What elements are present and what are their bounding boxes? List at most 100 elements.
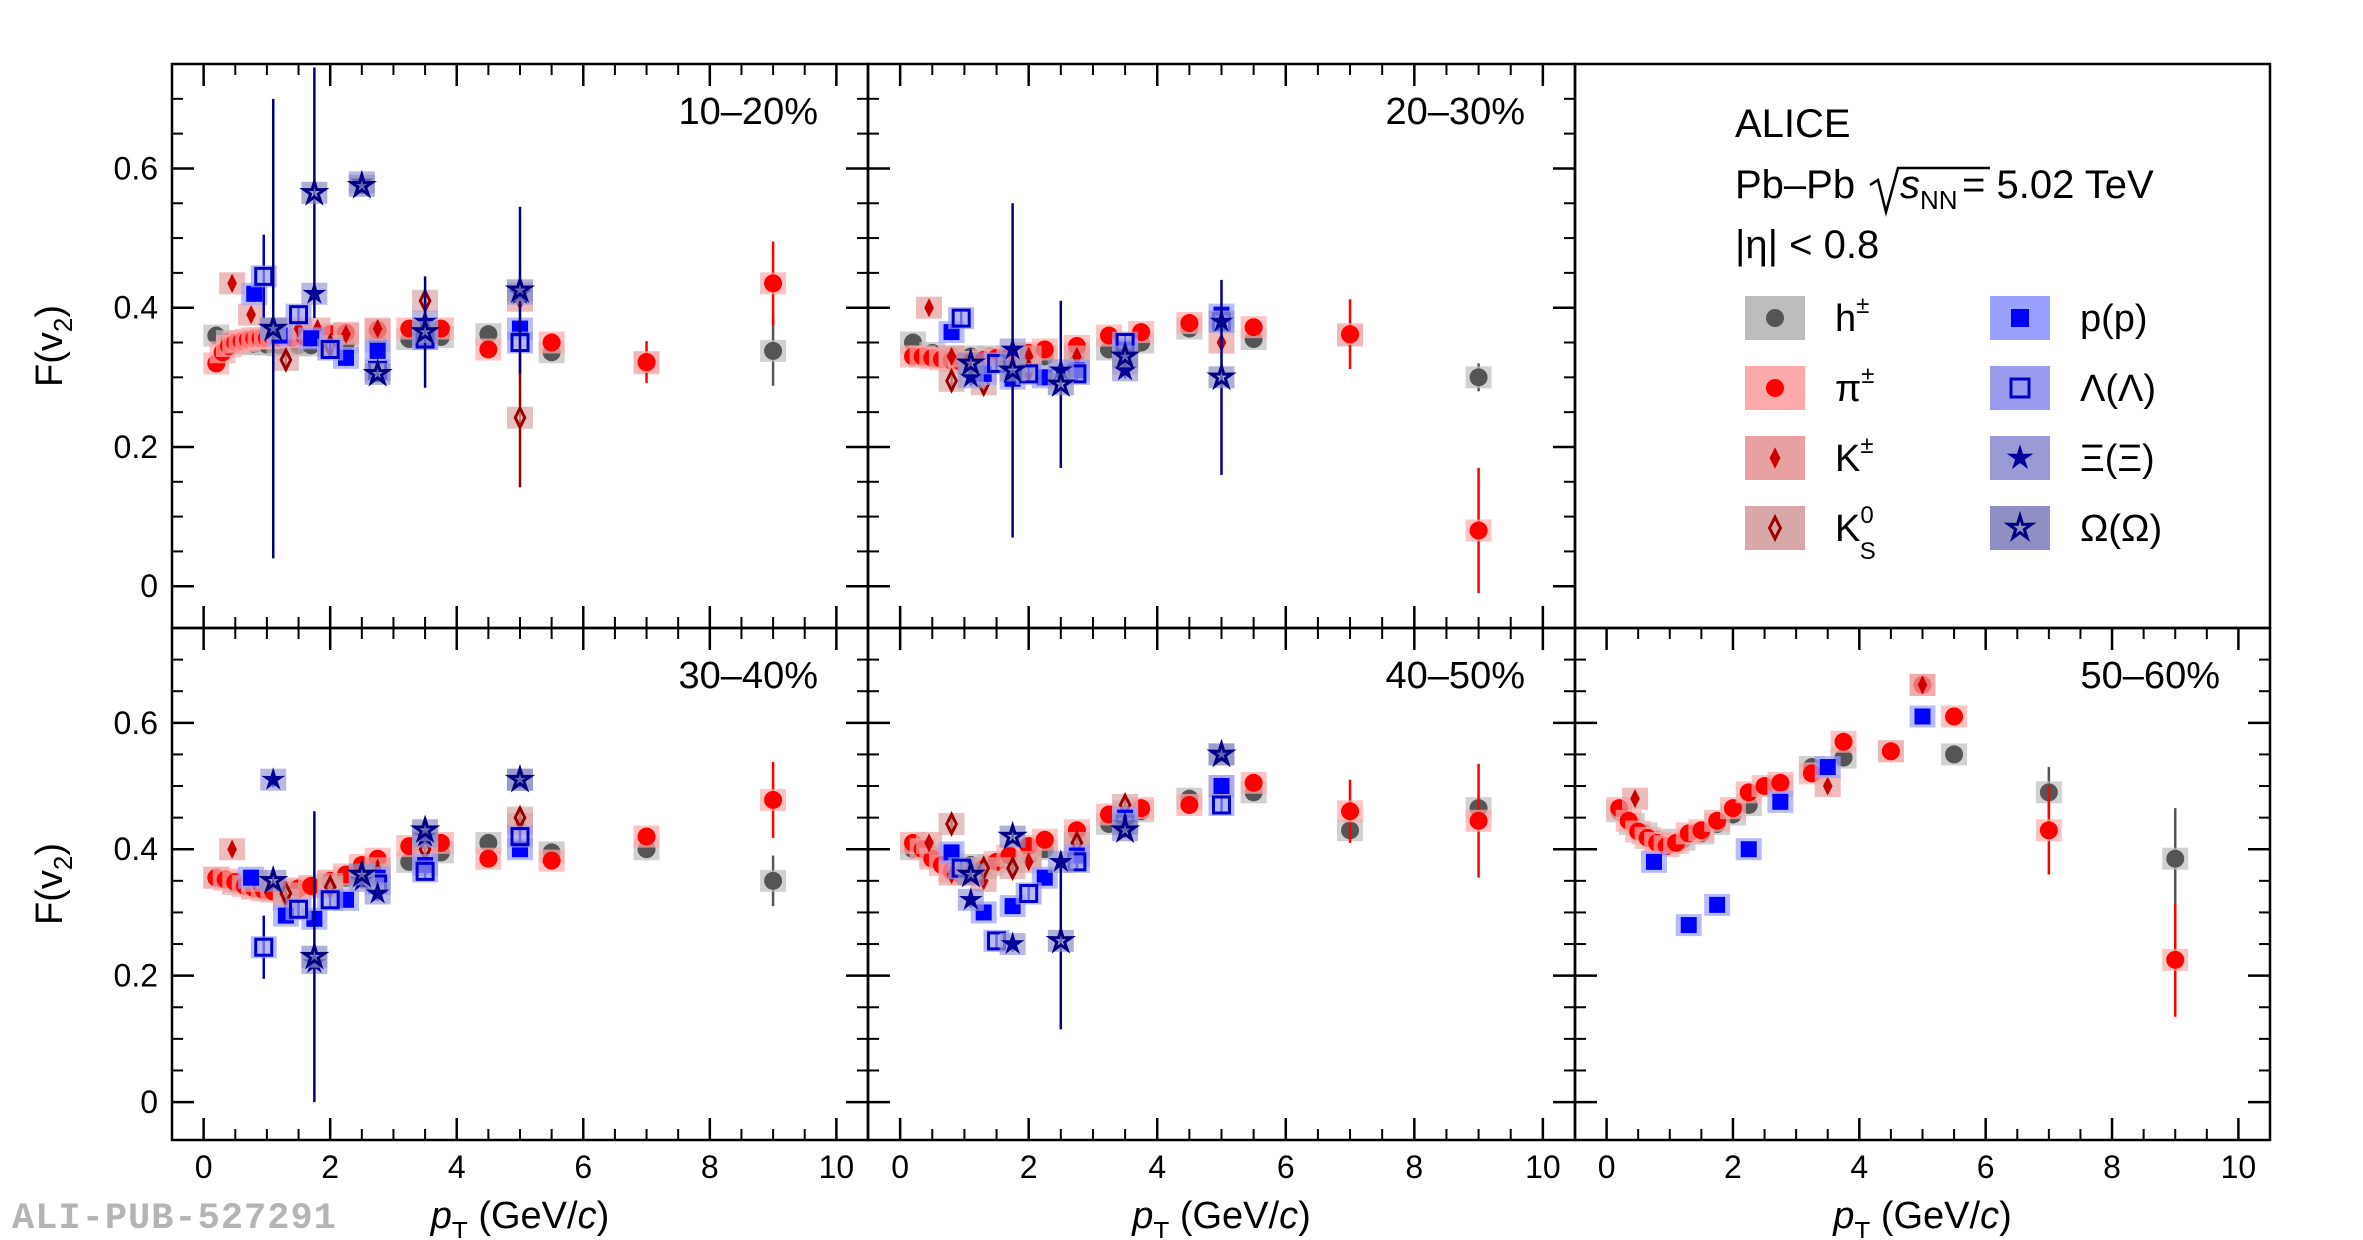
data-point-Omega bbox=[955, 858, 986, 888]
watermark: ALI-PUB-527291 bbox=[12, 1198, 337, 1240]
data-point-Lambda bbox=[948, 307, 975, 330]
panel-label: 20–30% bbox=[1386, 91, 1525, 133]
panel-3: 30–40% bbox=[172, 628, 868, 1140]
data-point-Omega bbox=[409, 814, 441, 844]
data-point-p bbox=[241, 282, 268, 305]
data-point-Omega bbox=[1206, 279, 1237, 475]
data-point-Omega bbox=[362, 358, 393, 387]
x-tick-label: 4 bbox=[1148, 1149, 1166, 1185]
data-point-pi bbox=[633, 341, 660, 383]
y-tick-label: 0.2 bbox=[114, 958, 158, 994]
data-point-Omega bbox=[504, 763, 536, 793]
legend-entry-K0S: K0 S bbox=[1745, 502, 1876, 565]
data-point-pi bbox=[475, 338, 502, 361]
legend-entry-K: K± bbox=[1745, 432, 1874, 480]
legend-entry-h: h± bbox=[1745, 292, 1869, 340]
x-tick-label: 2 bbox=[321, 1149, 339, 1185]
data-point-Omega bbox=[1109, 340, 1141, 370]
data-point-pi bbox=[538, 849, 565, 872]
x-tick-label: 2 bbox=[1020, 1149, 1038, 1185]
panel-2: 20–30% bbox=[868, 64, 1575, 628]
legend-label: Λ(Λ) bbox=[2080, 368, 2156, 410]
data-point-Omega bbox=[1045, 852, 1076, 1030]
data-point-K bbox=[219, 272, 246, 295]
data-point-Xi bbox=[260, 767, 287, 791]
legend-experiment: ALICE bbox=[1735, 102, 1851, 146]
data-point-pi bbox=[1176, 312, 1203, 335]
legend-frame bbox=[1573, 62, 2272, 630]
data-point-pi bbox=[1240, 316, 1267, 339]
data-point-Omega bbox=[1206, 738, 1237, 768]
data-point-p bbox=[1767, 790, 1794, 813]
data-point-p bbox=[1675, 914, 1702, 937]
data-point-Lambda bbox=[285, 303, 312, 326]
y-tick-label: 0.4 bbox=[114, 290, 158, 326]
panel-label: 40–50% bbox=[1386, 655, 1525, 697]
data-point-K bbox=[364, 317, 391, 340]
legend-label: Ω(Ω) bbox=[2080, 508, 2162, 550]
data-point-Omega bbox=[1109, 814, 1141, 844]
legend-label: π± bbox=[1835, 362, 1874, 410]
y-tick-label: 0.4 bbox=[114, 831, 158, 867]
legend-label: Ξ(Ξ) bbox=[2080, 438, 2155, 480]
data-point-Lambda bbox=[317, 338, 344, 361]
legend-label: p(p) bbox=[2080, 298, 2148, 340]
data-point-pi bbox=[1877, 740, 1904, 763]
data-point-Lambda bbox=[1208, 793, 1235, 816]
data-point-Omega bbox=[409, 276, 441, 388]
y-axis-label: F(v2) bbox=[29, 305, 78, 387]
x-tick-label: 2 bbox=[1724, 1149, 1742, 1185]
data-point-pi bbox=[1240, 771, 1267, 794]
panel-5: 50–60% bbox=[1575, 628, 2270, 1140]
y-tick-label: 0.2 bbox=[114, 429, 158, 465]
x-axis-label: pT (GeV/c) bbox=[1131, 1195, 1311, 1238]
panels: 10–20% 20–30% 30–40% 40–50% 50–60% bbox=[170, 62, 2272, 1142]
data-point-p bbox=[364, 339, 391, 362]
data-point-pi bbox=[2035, 786, 2062, 875]
data-point-Xi bbox=[364, 881, 391, 905]
data-point-Omega bbox=[504, 206, 536, 374]
data-point-Omega bbox=[258, 864, 289, 894]
y-tick-label: 0.6 bbox=[114, 150, 158, 186]
legend-entry-Xi: Ξ(Ξ) bbox=[1990, 436, 2155, 480]
legend-system: Pb–Pb bbox=[1735, 163, 1855, 207]
data-point-K0S bbox=[272, 346, 299, 373]
data-point-pi bbox=[1830, 730, 1857, 753]
data-point-p bbox=[1814, 756, 1841, 779]
data-point-Lambda bbox=[317, 888, 344, 911]
x-tick-label: 10 bbox=[1525, 1149, 1561, 1185]
data-point-Omega bbox=[299, 67, 330, 319]
data-point-Xi bbox=[999, 931, 1026, 956]
legend-entry-p: p(p) bbox=[1990, 296, 2148, 340]
panel-label: 10–20% bbox=[679, 91, 818, 133]
x-tick-label: 10 bbox=[819, 1149, 855, 1185]
y-tick-label: 0 bbox=[140, 568, 158, 604]
data-point-Lambda bbox=[412, 860, 439, 883]
data-point-p bbox=[1735, 838, 1762, 861]
x-axis-label: pT (GeV/c) bbox=[430, 1195, 610, 1238]
x-axis-label: pT (GeV/c) bbox=[1832, 1195, 2012, 1238]
data-point-Omega bbox=[346, 858, 377, 888]
data-point-h bbox=[2162, 808, 2189, 910]
legend-label: K0 S bbox=[1835, 502, 1876, 565]
x-tick-label: 10 bbox=[2221, 1149, 2257, 1185]
sqrt-s-subscript: NN bbox=[1920, 185, 1958, 215]
data-point-pi bbox=[1941, 705, 1968, 728]
legend-panel: ALICE Pb–Pb s NN = 5.02 TeV |η| < 0.8 h±… bbox=[1735, 102, 2162, 565]
legend-entries: h± π± K± K0 S p(p) Λ(Λ) Ξ(Ξ) Ω(Ω) bbox=[1745, 292, 2162, 565]
data-point-K0S bbox=[938, 810, 965, 837]
legend-eta: |η| < 0.8 bbox=[1735, 223, 1879, 267]
data-point-K bbox=[916, 296, 943, 319]
data-point-pi bbox=[2162, 902, 2189, 1017]
data-point-p bbox=[1704, 893, 1731, 916]
x-tick-label: 6 bbox=[574, 1149, 592, 1185]
data-point-h bbox=[760, 316, 787, 386]
panel-frame-5 bbox=[1573, 626, 2272, 1142]
y-tick-label: 0.6 bbox=[114, 705, 158, 741]
data-point-p bbox=[238, 866, 265, 889]
data-point-pi bbox=[633, 825, 660, 848]
data-point-h bbox=[1941, 743, 1968, 766]
panel-label: 30–40% bbox=[679, 655, 818, 697]
data-point-h bbox=[760, 855, 787, 907]
